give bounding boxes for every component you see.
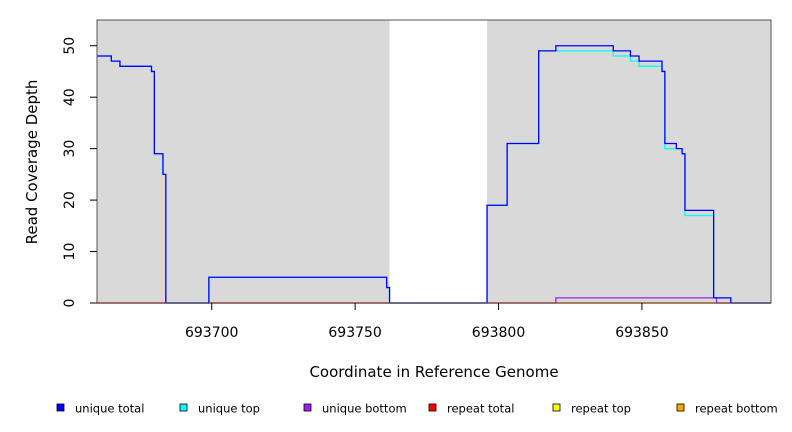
shaded-region-1 bbox=[487, 20, 771, 303]
shaded-region-0 bbox=[97, 20, 390, 303]
x-tick-label: 693700 bbox=[185, 325, 238, 341]
legend-label: unique top bbox=[198, 402, 260, 416]
legend-swatch bbox=[303, 403, 312, 412]
x-axis-title: Coordinate in Reference Genome bbox=[309, 363, 558, 381]
y-tick-label: 10 bbox=[62, 243, 78, 261]
x-axis-ticks: 693700 693750 693800 693850 bbox=[185, 303, 669, 341]
y-tick-label: 50 bbox=[62, 37, 78, 55]
y-tick-label: 40 bbox=[62, 88, 78, 106]
x-tick-label: 693850 bbox=[615, 325, 668, 341]
legend-swatch bbox=[552, 403, 561, 412]
legend-label: unique total bbox=[75, 402, 144, 416]
legend-swatch bbox=[428, 403, 437, 412]
x-tick-label: 693750 bbox=[328, 325, 381, 341]
legend-label: repeat bottom bbox=[695, 402, 778, 416]
y-axis-title: Read Coverage Depth bbox=[23, 80, 41, 245]
legend-label: repeat top bbox=[571, 402, 631, 416]
series-line-unique-total bbox=[97, 45, 771, 304]
shaded-regions bbox=[97, 20, 771, 303]
x-tick-label: 693800 bbox=[472, 325, 525, 341]
y-tick-label: 20 bbox=[62, 191, 78, 209]
legend-label: unique bottom bbox=[322, 402, 407, 416]
y-tick-label: 0 bbox=[62, 299, 78, 308]
y-tick-label: 30 bbox=[62, 140, 78, 158]
y-axis-ticks: 0 10 20 30 40 50 bbox=[62, 37, 97, 308]
legend-swatch bbox=[179, 403, 188, 412]
legend-swatch bbox=[56, 403, 65, 412]
legend: unique total unique top unique bottom repea… bbox=[56, 402, 778, 416]
plot-frame bbox=[96, 19, 772, 304]
legend-label: repeat total bbox=[447, 402, 514, 416]
legend-swatch bbox=[676, 403, 685, 412]
